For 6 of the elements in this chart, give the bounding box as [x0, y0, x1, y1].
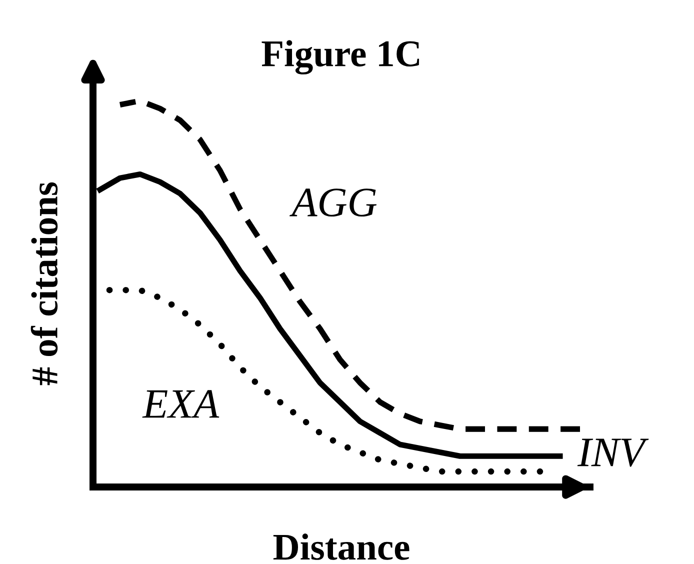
x-axis-title: Distance	[273, 534, 410, 560]
y-axis-title: # of citations	[30, 182, 58, 386]
series-label: INV	[577, 438, 649, 467]
series-label: AGG	[290, 188, 377, 217]
series-label: EXA	[142, 390, 220, 418]
chart-title: Figure 1C	[262, 40, 420, 74]
